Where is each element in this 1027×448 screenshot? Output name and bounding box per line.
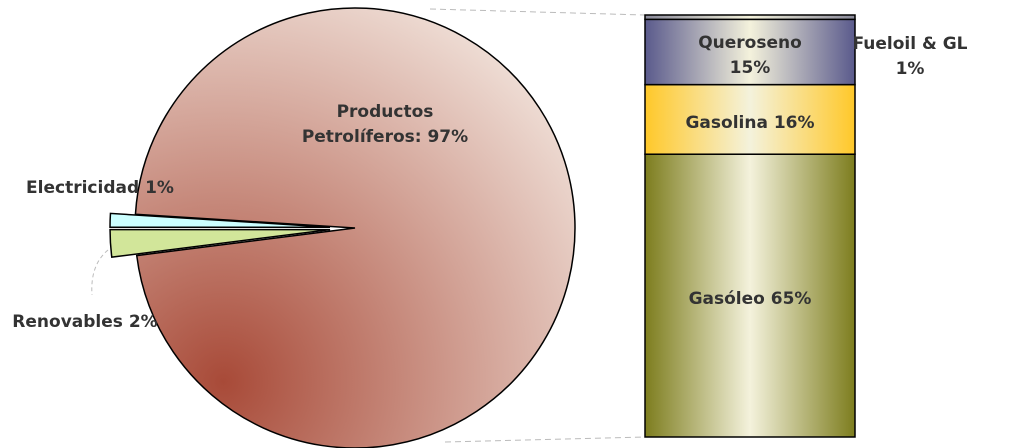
connector — [444, 436, 646, 443]
label-box: Queroseno 15% — [698, 32, 802, 78]
bar-segment — [644, 18, 856, 86]
data-label: Gasóleo 65% — [688, 289, 812, 310]
label-box: Renovables 2% — [12, 311, 158, 332]
label-box: Gasolina 16% — [685, 112, 815, 133]
data-label: Fueloil & GL 1% — [852, 34, 968, 79]
data-label: Productos Petrolíferos: 97% — [301, 102, 469, 147]
leader-line — [91, 249, 109, 296]
label-box: Fueloil & GL 1% — [852, 34, 968, 79]
data-label: Renovables 2% — [12, 311, 158, 332]
label-box: Electricidad 1% — [26, 177, 174, 198]
data-label: Queroseno 15% — [698, 32, 802, 78]
label-box: Productos Petrolíferos: 97% — [301, 102, 469, 147]
data-label: Gasolina 16% — [685, 112, 815, 133]
connector — [429, 8, 646, 16]
label-box: Gasóleo 65% — [688, 289, 812, 310]
pie-slice — [109, 228, 331, 258]
bar-segment — [644, 153, 856, 438]
data-label: Electricidad 1% — [26, 177, 174, 198]
bar-segment — [644, 14, 856, 21]
pie-slice — [134, 7, 576, 448]
pie-slice — [109, 212, 331, 228]
